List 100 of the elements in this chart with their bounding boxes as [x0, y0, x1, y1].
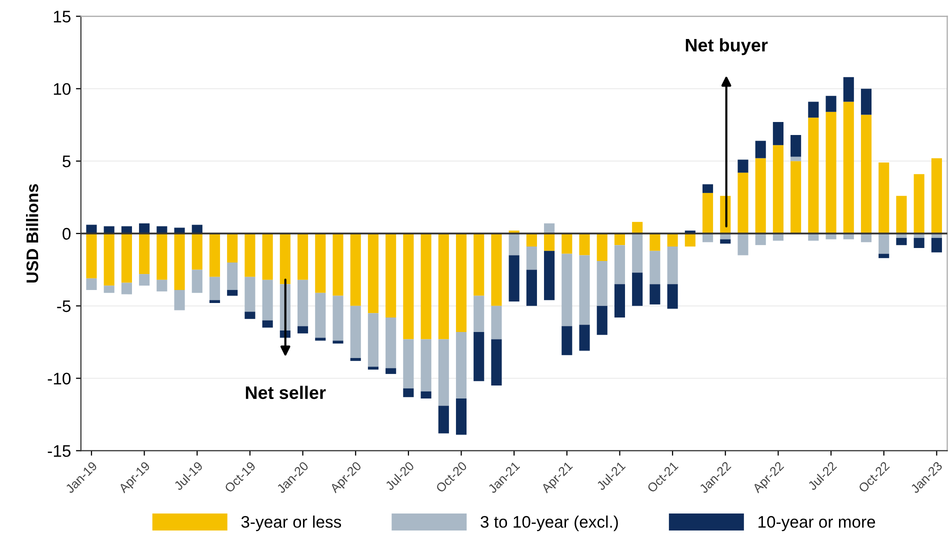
bar: [139, 233, 150, 274]
bar: [438, 339, 449, 406]
bar: [596, 261, 608, 306]
bar: [632, 222, 643, 234]
bar: [315, 292, 326, 338]
bar: [755, 140, 766, 158]
bar: [156, 280, 168, 292]
bar: [738, 172, 748, 234]
bar: [456, 332, 467, 399]
y-tick-label: -10: [48, 372, 71, 384]
bar: [755, 233, 766, 246]
bar: [632, 233, 643, 273]
bar: [174, 233, 185, 290]
bar: [368, 366, 378, 370]
bar: [562, 326, 572, 356]
y-tick-label: 15: [54, 10, 70, 22]
bar: [332, 296, 344, 341]
bar: [738, 233, 748, 256]
bar: [403, 339, 414, 388]
bar: [350, 358, 361, 361]
bar: [350, 233, 361, 306]
bar: [508, 233, 520, 256]
bar: [280, 233, 290, 284]
bar: [491, 306, 502, 340]
bar: [508, 255, 520, 302]
bar: [614, 284, 626, 318]
bar: [790, 161, 802, 234]
bar: [298, 326, 308, 334]
bar: [420, 391, 432, 399]
bar: [720, 239, 731, 244]
bar: [262, 320, 273, 328]
bar: [438, 233, 449, 340]
bar: [386, 317, 396, 368]
bar: [227, 233, 238, 262]
y-tick-label: 0: [62, 228, 71, 240]
bar: [315, 233, 326, 293]
bar: [386, 368, 396, 374]
bar: [702, 184, 714, 193]
bar: [474, 296, 484, 332]
annotation: Net buyer: [686, 38, 768, 56]
bar: [86, 278, 97, 290]
bar: [474, 332, 484, 382]
bar: [456, 233, 467, 332]
bar: [914, 238, 924, 248]
bar: [896, 196, 907, 234]
bar: [491, 339, 502, 386]
bar: [826, 96, 836, 112]
bar: [738, 160, 748, 173]
bar: [526, 270, 537, 306]
bar: [667, 246, 678, 284]
y-tick-label: -15: [48, 445, 70, 457]
bar: [843, 77, 854, 102]
bar: [914, 174, 924, 234]
bar: [192, 270, 202, 293]
bar: [350, 306, 361, 358]
bar: [684, 233, 696, 247]
bar: [562, 233, 572, 254]
bar: [808, 102, 819, 118]
bar: [931, 158, 942, 234]
bar: [403, 233, 414, 340]
bar: [298, 280, 308, 326]
legend-label: 3-year or less: [241, 516, 342, 532]
bar: [332, 233, 344, 296]
bar: [579, 255, 590, 325]
bar: [667, 284, 678, 309]
bar: [139, 274, 150, 286]
bar: [332, 340, 344, 344]
bar: [878, 233, 890, 254]
annotation: Net seller: [246, 386, 326, 400]
bar: [526, 246, 537, 270]
bar: [420, 233, 432, 340]
bar: [174, 290, 185, 310]
bar: [860, 114, 872, 234]
bar: [878, 254, 890, 258]
bar: [702, 192, 714, 234]
bar: [579, 233, 590, 256]
bar: [614, 245, 626, 284]
bar: [614, 233, 626, 246]
bar: [227, 262, 238, 290]
bar: [632, 272, 643, 306]
bar: [121, 282, 132, 294]
bar: [244, 276, 256, 312]
bar: [596, 306, 608, 335]
bar: [262, 233, 273, 280]
bar: [526, 233, 537, 247]
y-tick-label: 10: [54, 83, 71, 95]
bar: [368, 313, 378, 367]
bar: [474, 233, 484, 296]
bar: [808, 118, 819, 234]
bar: [579, 324, 590, 351]
bar: [650, 250, 660, 284]
bar: [650, 284, 660, 304]
y-tick-label: -5: [57, 300, 70, 312]
bar: [156, 233, 168, 280]
bar: [931, 238, 942, 252]
legend-label: 3 to 10-year (excl.): [480, 516, 618, 532]
bar: [227, 290, 238, 296]
bar: [368, 233, 378, 314]
bar: [860, 88, 872, 115]
bar: [790, 156, 802, 162]
